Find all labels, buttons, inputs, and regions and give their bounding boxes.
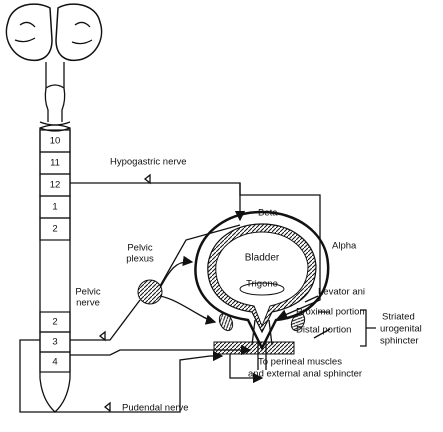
segment-label: 2	[52, 224, 57, 235]
pelvic-plexus	[137, 279, 163, 305]
label: Bladder	[245, 253, 280, 264]
brainstem	[44, 62, 66, 122]
label: urogenital	[380, 324, 422, 335]
bladder	[194, 210, 330, 370]
label: Proximal portion	[296, 307, 365, 318]
segment-label: 4	[52, 357, 57, 368]
label: and external anal sphincter	[248, 369, 362, 380]
segment-label: 10	[50, 136, 61, 147]
segment-label: 2	[52, 317, 57, 328]
label: Levator ani	[318, 287, 365, 298]
label: To perineal muscles	[258, 357, 342, 368]
segment-label: 1	[52, 202, 57, 213]
label: Trigone	[246, 279, 278, 290]
segment	[39, 217, 71, 241]
label: sphincter	[380, 336, 419, 347]
label: Pudendal nerve	[122, 403, 189, 414]
label: plexus	[126, 254, 154, 265]
segment-label: 12	[50, 180, 61, 191]
nerves	[19, 173, 376, 413]
label: Beta	[258, 208, 278, 219]
segment-label: 11	[50, 158, 60, 169]
segment	[39, 351, 71, 373]
label: nerve	[76, 298, 100, 309]
cord-break	[39, 121, 71, 132]
label: Hypogastric nerve	[110, 157, 187, 168]
label: Striated	[382, 312, 415, 323]
label: Pelvic	[75, 287, 101, 298]
label: Distal portion	[296, 325, 351, 336]
segment-label: 3	[52, 337, 57, 348]
brain	[5, 3, 103, 62]
label: Pelvic	[127, 243, 153, 254]
label: Alpha	[332, 241, 357, 252]
